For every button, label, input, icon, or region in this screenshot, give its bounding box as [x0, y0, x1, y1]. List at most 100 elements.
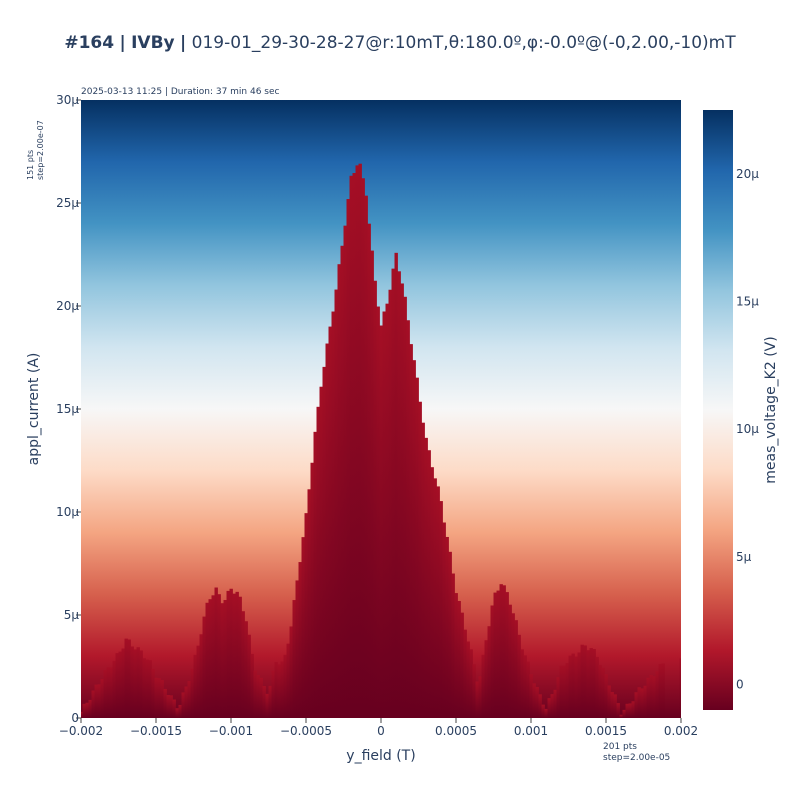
- switching-column: [484, 640, 488, 718]
- switching-column: [454, 593, 458, 718]
- switching-column: [289, 626, 293, 718]
- switching-column: [424, 437, 428, 718]
- switching-column: [256, 675, 260, 718]
- switching-column: [529, 674, 533, 718]
- switching-column: [541, 704, 545, 718]
- switching-column: [421, 422, 425, 718]
- switching-column: [172, 699, 176, 718]
- switching-column: [244, 621, 248, 718]
- switching-column: [193, 654, 197, 718]
- switching-column: [145, 659, 149, 718]
- switching-column: [130, 646, 134, 718]
- switching-column: [121, 648, 125, 718]
- switching-column: [433, 478, 437, 718]
- switching-column: [646, 677, 650, 718]
- switching-column: [190, 668, 194, 718]
- switching-columns: [81, 163, 681, 718]
- switching-column: [139, 650, 143, 718]
- switching-column: [106, 667, 110, 718]
- x-points-note: 201 pts step=2.00e-05: [603, 742, 670, 764]
- switching-column: [505, 592, 509, 718]
- switching-column: [166, 695, 170, 718]
- switching-column: [217, 594, 221, 718]
- switching-column: [520, 649, 524, 718]
- info-line: 2025-03-13 11:25 | Duration: 37 min 46 s…: [81, 87, 280, 97]
- title-separator: |: [119, 33, 126, 53]
- switching-column: [544, 708, 548, 718]
- x-axis-title: y_field (T): [346, 748, 415, 764]
- switching-column: [385, 303, 389, 718]
- switching-column: [589, 648, 593, 718]
- x-tick-label: 0.0005: [435, 724, 477, 738]
- switching-column: [658, 663, 662, 718]
- switching-column: [496, 590, 500, 718]
- switching-column: [511, 613, 515, 718]
- switching-column: [361, 178, 365, 718]
- switching-column: [517, 634, 521, 718]
- switching-column: [208, 599, 212, 718]
- switching-column: [142, 658, 146, 718]
- switching-column: [313, 431, 317, 718]
- switching-column: [85, 702, 89, 718]
- switching-column: [394, 252, 398, 718]
- switching-column: [178, 704, 182, 718]
- switching-column: [565, 663, 569, 718]
- switching-column: [406, 320, 410, 718]
- y-axis-title: appl_current (A): [26, 353, 42, 466]
- switching-column: [604, 674, 608, 718]
- switching-column: [355, 165, 359, 718]
- switching-column: [430, 467, 434, 718]
- switching-column: [526, 661, 530, 718]
- switching-column: [334, 289, 338, 718]
- switching-column: [88, 699, 92, 718]
- switching-column: [661, 663, 665, 718]
- switching-column: [340, 245, 344, 718]
- switching-column: [442, 522, 446, 718]
- switching-column: [412, 360, 416, 718]
- switching-column: [493, 592, 497, 718]
- switching-column: [583, 645, 587, 718]
- switching-column: [301, 537, 305, 718]
- switching-column: [226, 590, 230, 718]
- switching-column: [103, 670, 107, 718]
- y-tick-label: 10μ: [56, 505, 79, 519]
- switching-column: [268, 685, 272, 718]
- switching-column: [640, 688, 644, 718]
- switching-column: [547, 698, 551, 718]
- switching-column: [199, 634, 203, 718]
- switching-column: [679, 658, 681, 718]
- y-axis: 0 5μ 10μ 15μ 20μ 25μ 30μ: [56, 93, 81, 725]
- x-axis: −0.002 −0.0015 −0.001 −0.0005 0 0.0005 0.001 0.…: [59, 718, 698, 738]
- switching-column: [220, 603, 224, 718]
- colorbar-tick-label: 0: [736, 677, 744, 691]
- switching-column: [481, 654, 485, 718]
- x-tick-label: −0.0015: [130, 724, 182, 738]
- switching-column: [319, 386, 323, 718]
- y-tick-label: 15μ: [56, 402, 79, 416]
- switching-column: [379, 325, 383, 718]
- colorbar: [703, 110, 733, 710]
- switching-column: [370, 250, 374, 718]
- switching-column: [181, 692, 185, 718]
- switching-column: [328, 326, 332, 718]
- switching-column: [163, 688, 167, 718]
- switching-column: [100, 679, 104, 718]
- switching-column: [562, 665, 566, 718]
- switching-column: [559, 665, 563, 718]
- switching-column: [508, 604, 512, 718]
- switching-column: [469, 649, 473, 718]
- switching-column: [622, 709, 626, 718]
- switching-column: [124, 638, 128, 718]
- switching-column: [535, 686, 539, 718]
- switching-column: [310, 462, 314, 718]
- run-id: #164: [64, 33, 115, 53]
- switching-column: [376, 306, 380, 718]
- switching-column: [409, 344, 413, 718]
- colorbar-title: meas_voltage_K2 (V): [763, 336, 779, 483]
- switching-column: [391, 268, 395, 718]
- switching-column: [397, 271, 401, 718]
- colorbar-tick-label: 20μ: [736, 167, 759, 181]
- switching-column: [403, 296, 407, 718]
- switching-column: [148, 660, 152, 718]
- switching-column: [112, 660, 116, 718]
